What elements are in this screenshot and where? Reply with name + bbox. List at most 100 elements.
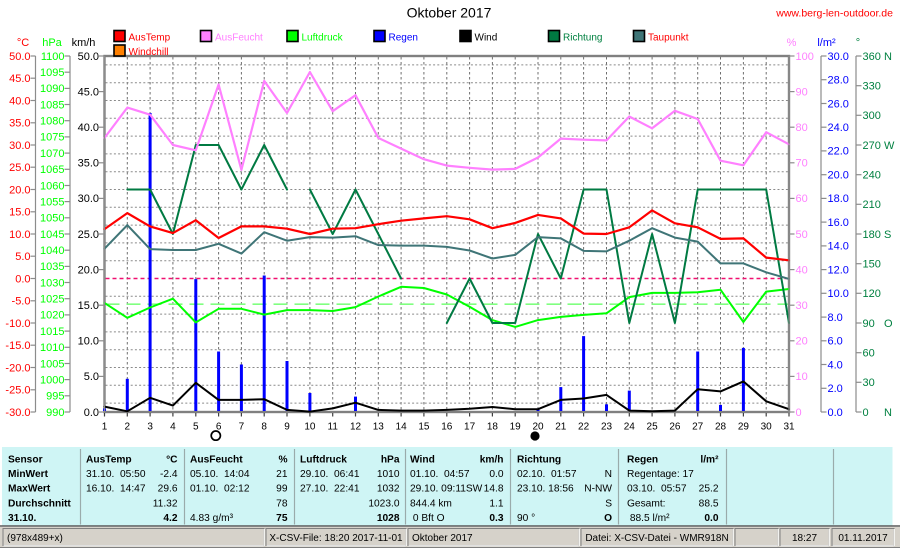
svg-text:20: 20: [796, 336, 808, 348]
svg-text:9: 9: [284, 422, 290, 433]
svg-text:14.0: 14.0: [828, 241, 849, 253]
svg-text:35.0: 35.0: [9, 118, 30, 130]
svg-text:1060: 1060: [40, 180, 64, 192]
svg-text:11: 11: [328, 422, 339, 433]
svg-text:844.4 km: 844.4 km: [410, 498, 452, 509]
svg-text:27.10. 22:41: 27.10. 22:41: [300, 484, 360, 495]
svg-text:1095: 1095: [40, 67, 64, 79]
svg-text:1075: 1075: [40, 132, 64, 144]
svg-text:30.0: 30.0: [9, 140, 30, 152]
svg-text:AusFeucht: AusFeucht: [190, 454, 243, 465]
svg-text:2.0: 2.0: [828, 383, 843, 395]
svg-text:Sensor: Sensor: [8, 454, 43, 465]
svg-text:01.10. 02:12: 01.10. 02:12: [190, 484, 250, 495]
svg-text:31.10.: 31.10.: [8, 513, 36, 524]
svg-text:°C: °C: [17, 37, 29, 49]
svg-text:25.0: 25.0: [78, 229, 99, 241]
svg-text:AusTemp: AusTemp: [86, 454, 132, 465]
svg-text:15: 15: [418, 422, 430, 433]
svg-text:Oktober 2017: Oktober 2017: [407, 5, 492, 21]
svg-text:88.5 l/m²: 88.5 l/m²: [627, 513, 670, 524]
svg-text:1040: 1040: [40, 245, 64, 257]
svg-text:0: 0: [863, 407, 869, 419]
svg-text:270: 270: [863, 140, 881, 152]
svg-text:120: 120: [863, 288, 881, 300]
svg-text:13: 13: [373, 422, 385, 433]
svg-text:4.0: 4.0: [828, 359, 843, 371]
svg-text:27: 27: [692, 422, 704, 433]
svg-text:75: 75: [276, 513, 288, 524]
svg-text:10: 10: [796, 371, 808, 383]
svg-text:1085: 1085: [40, 99, 64, 111]
svg-text:31: 31: [783, 422, 795, 433]
svg-text:1045: 1045: [40, 229, 64, 241]
svg-text:Gesamt:: Gesamt:: [627, 498, 666, 509]
svg-text:10.0: 10.0: [9, 229, 30, 241]
svg-text:99: 99: [276, 484, 288, 495]
svg-text:N: N: [884, 51, 892, 63]
svg-text:Wind: Wind: [410, 454, 435, 465]
svg-text:30: 30: [863, 377, 875, 389]
svg-text:-10.0: -10.0: [5, 318, 30, 330]
svg-text:°: °: [856, 37, 860, 49]
svg-text:10: 10: [304, 422, 316, 433]
svg-text:1010: 1010: [377, 469, 400, 480]
svg-text:%: %: [787, 37, 797, 49]
svg-text:05.10. 14:04: 05.10. 14:04: [190, 469, 250, 480]
svg-text:1055: 1055: [40, 196, 64, 208]
svg-text:Oktober 2017: Oktober 2017: [412, 533, 473, 544]
svg-text:-5.0: -5.0: [12, 296, 31, 308]
svg-text:18.0: 18.0: [828, 193, 849, 205]
svg-text:2: 2: [125, 422, 131, 433]
svg-text:78: 78: [276, 498, 288, 509]
svg-text:90: 90: [796, 86, 808, 98]
svg-text:Regentage: 17: Regentage: 17: [627, 469, 694, 480]
svg-text:N-NW: N-NW: [584, 484, 612, 495]
svg-text:35.0: 35.0: [78, 158, 99, 170]
svg-text:0.0: 0.0: [15, 273, 30, 285]
svg-text:MaxWert: MaxWert: [8, 484, 51, 495]
svg-text:0.0: 0.0: [704, 513, 718, 524]
svg-text:01.11.2017: 01.11.2017: [838, 533, 888, 544]
svg-text:30.0: 30.0: [828, 51, 849, 63]
svg-text:22: 22: [578, 422, 590, 433]
svg-text:40: 40: [796, 264, 808, 276]
svg-text:29: 29: [738, 422, 750, 433]
svg-text:O: O: [604, 513, 612, 524]
svg-text:1015: 1015: [40, 326, 64, 338]
svg-text:28: 28: [715, 422, 727, 433]
svg-text:Regen: Regen: [627, 454, 658, 465]
svg-text:N: N: [884, 407, 892, 419]
svg-text:23.10. 18:56: 23.10. 18:56: [517, 484, 574, 495]
svg-text:70: 70: [796, 158, 808, 170]
svg-text:1035: 1035: [40, 261, 64, 273]
svg-text:25: 25: [647, 422, 659, 433]
svg-text:25.0: 25.0: [9, 162, 30, 174]
svg-text:4.2: 4.2: [163, 513, 177, 524]
svg-text:20.0: 20.0: [9, 184, 30, 196]
svg-text:1023.0: 1023.0: [368, 498, 399, 509]
svg-text:03.10. 05:57: 03.10. 05:57: [627, 484, 687, 495]
svg-text:16.0: 16.0: [828, 217, 849, 229]
svg-text:15.0: 15.0: [9, 207, 30, 219]
svg-text:100: 100: [796, 51, 814, 63]
svg-text:45.0: 45.0: [78, 86, 99, 98]
svg-text:14.8: 14.8: [484, 484, 504, 495]
svg-text:29.10. 09:11SW: 29.10. 09:11SW: [410, 484, 483, 495]
svg-text:AusFeucht: AusFeucht: [215, 33, 263, 44]
svg-text:240: 240: [863, 170, 881, 182]
svg-text:995: 995: [46, 391, 64, 403]
svg-text:12: 12: [350, 422, 362, 433]
svg-text:5.0: 5.0: [84, 371, 99, 383]
svg-text:1000: 1000: [40, 374, 64, 386]
svg-text:%: %: [278, 454, 287, 465]
svg-text:29.6: 29.6: [158, 484, 178, 495]
svg-text:5.0: 5.0: [15, 251, 30, 263]
svg-text:l/m²: l/m²: [700, 454, 719, 465]
svg-text:12.0: 12.0: [828, 264, 849, 276]
svg-text:l/m²: l/m²: [817, 37, 836, 49]
svg-text:8: 8: [261, 422, 267, 433]
svg-text:360: 360: [863, 51, 881, 63]
svg-text:50.0: 50.0: [78, 51, 99, 63]
svg-text:20.0: 20.0: [828, 170, 849, 182]
